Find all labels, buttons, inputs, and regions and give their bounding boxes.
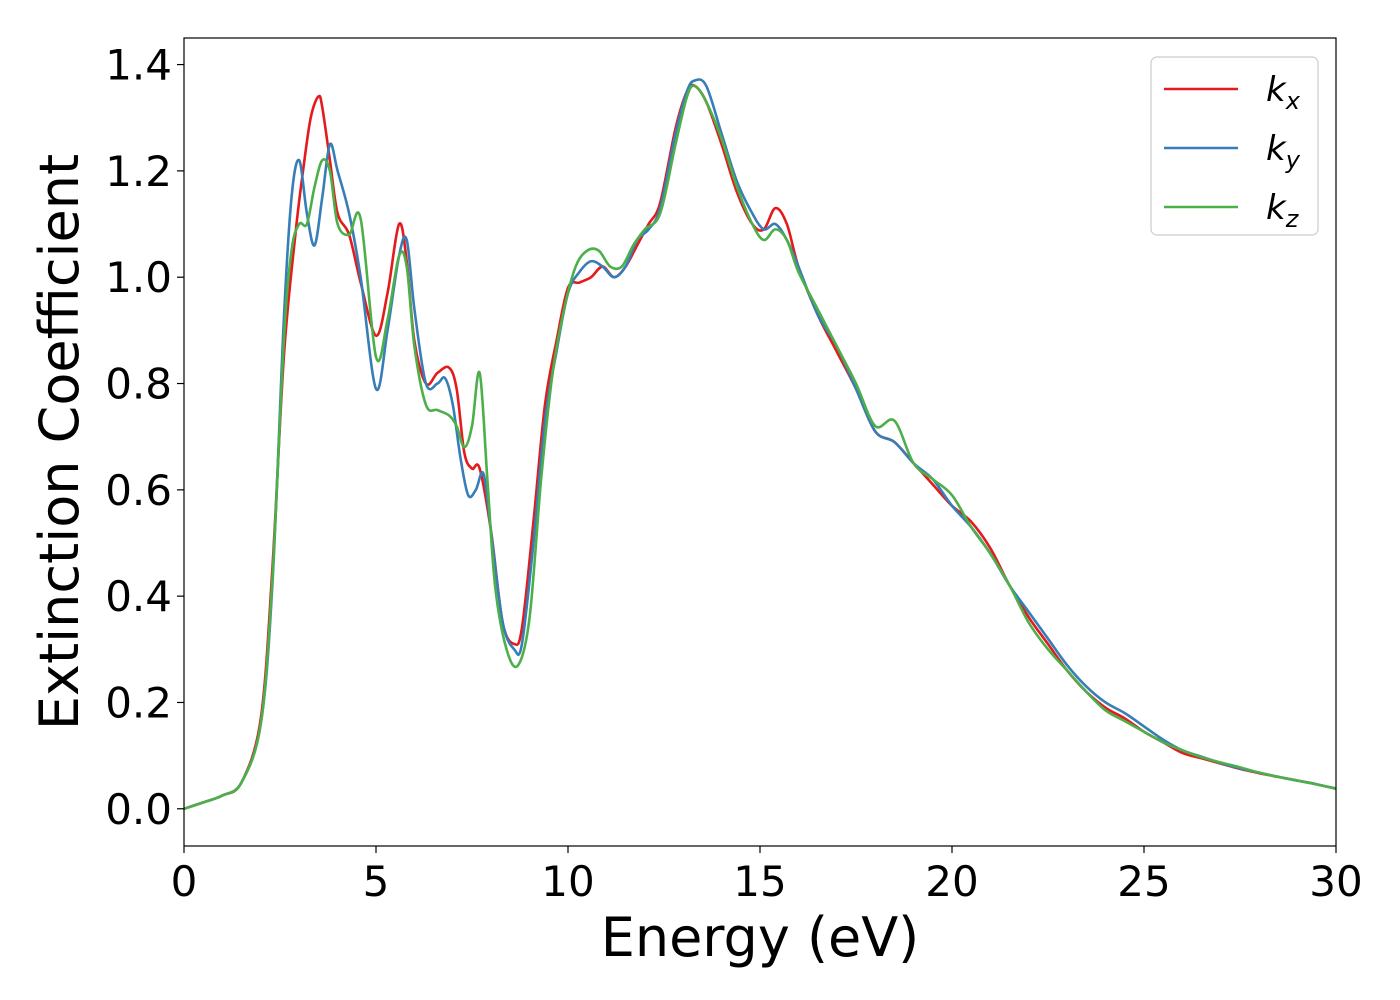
series-line-ky <box>183 78 1337 811</box>
x-axis-label: Energy (eV) <box>601 906 920 969</box>
legend-label-subscript: x <box>1285 87 1301 115</box>
x-tick-label: 5 <box>363 857 390 906</box>
x-tick-label: 25 <box>1117 857 1170 906</box>
y-tick-label: 0.8 <box>105 360 172 409</box>
legend-entry-kx: kx <box>1266 70 1301 115</box>
y-tick-label: 1.0 <box>105 253 172 302</box>
legend-label-subscript: z <box>1285 205 1300 233</box>
series-line-kz <box>183 84 1337 811</box>
legend-label-subscript: y <box>1285 146 1301 174</box>
y-tick-label: 1.4 <box>105 41 172 90</box>
legend-entry-ky: ky <box>1266 129 1301 174</box>
x-tick-label: 10 <box>541 857 594 906</box>
legend-label-base: k <box>1266 129 1287 169</box>
y-tick-label: 0.2 <box>105 678 172 727</box>
legend-label-base: k <box>1266 188 1287 228</box>
x-axis-ticks: 0 5 10 15 20 25 30 <box>171 846 1363 906</box>
y-tick-label: 0.0 <box>105 785 172 834</box>
x-tick-label: 30 <box>1309 857 1362 906</box>
y-tick-label: 0.4 <box>105 572 172 621</box>
y-axis-ticks: 0.0 0.2 0.4 0.6 0.8 1.0 1.2 1.4 <box>105 41 184 834</box>
y-tick-label: 1.2 <box>105 147 172 196</box>
x-tick-label: 20 <box>925 857 978 906</box>
legend-box <box>1150 56 1319 236</box>
legend-label-base: k <box>1266 70 1287 110</box>
legend-entry-kz: kz <box>1266 188 1300 233</box>
x-tick-label: 15 <box>733 857 786 906</box>
plot-lines <box>183 78 1337 811</box>
y-axis-label: Extinction Coefficient <box>28 154 91 730</box>
y-tick-label: 0.6 <box>105 466 172 515</box>
x-tick-label: 0 <box>171 857 198 906</box>
